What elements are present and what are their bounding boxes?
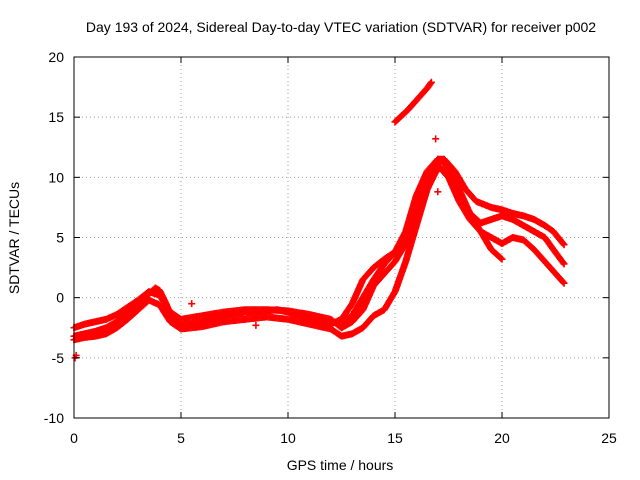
y-tick-label: 5	[56, 230, 64, 246]
y-tick-label: -5	[52, 350, 65, 366]
x-tick-label: 5	[177, 430, 185, 446]
data-point	[559, 259, 567, 267]
x-tick-label: 0	[70, 430, 78, 446]
y-tick-label: 15	[48, 109, 64, 125]
data-point	[427, 78, 435, 86]
y-tick-label: 20	[48, 49, 64, 65]
x-tick-label: 25	[601, 430, 617, 446]
outlier-point	[252, 321, 260, 329]
x-axis-ticks: 0 5 10 15 20 25	[70, 57, 617, 446]
y-tick-label: -10	[44, 410, 64, 426]
data-point	[427, 79, 435, 87]
y-axis-ticks: -10 -5 0 5 10 15 20	[44, 49, 609, 426]
y-tick-label: 0	[56, 290, 64, 306]
chart-title: Day 193 of 2024, Sidereal Day-to-day VTE…	[86, 19, 596, 35]
data-point	[560, 260, 568, 268]
x-axis-label: GPS time / hours	[287, 457, 394, 473]
data-point	[559, 240, 567, 248]
x-tick-label: 10	[280, 430, 296, 446]
data-point	[498, 255, 506, 263]
x-tick-label: 20	[494, 430, 510, 446]
data-point	[497, 254, 505, 262]
data-point	[559, 278, 567, 286]
outlier-point	[432, 135, 440, 143]
y-axis-label: SDTVAR / TECUs	[6, 182, 22, 294]
y-tick-label: 10	[48, 169, 64, 185]
data-point	[560, 241, 568, 249]
data-point	[560, 279, 568, 287]
outlier-point	[434, 188, 442, 196]
data-points	[70, 78, 568, 362]
grid-lines	[74, 57, 609, 418]
x-tick-label: 15	[387, 430, 403, 446]
outlier-point	[188, 300, 196, 308]
